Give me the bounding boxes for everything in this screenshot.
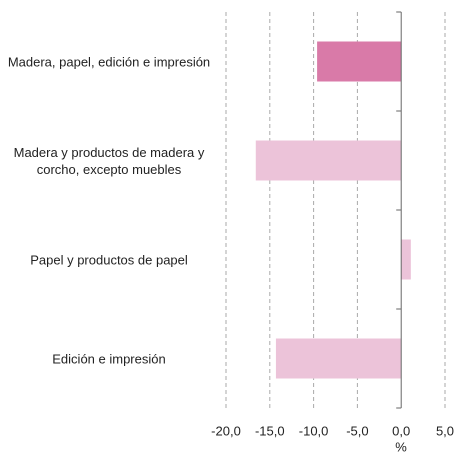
bar [317, 41, 402, 82]
x-axis-label: % [395, 439, 407, 454]
y-tick-label: Madera y productos de madera y corcho, e… [13, 144, 205, 177]
bar [401, 239, 411, 280]
x-tick-label: -10,0 [299, 423, 329, 438]
y-tick-label: Madera, papel, edición e impresión [7, 54, 211, 69]
y-tick-label: Papel y productos de papel [30, 252, 188, 267]
x-tick-label: 5,0 [436, 423, 454, 438]
y-tick-label: Edición e impresión [52, 351, 166, 366]
bar [275, 338, 402, 379]
x-tick-label: -15,0 [255, 423, 285, 438]
x-tick-label: 0,0 [392, 423, 410, 438]
x-tick-label: -5,0 [346, 423, 368, 438]
bar [255, 140, 402, 181]
x-tick-label: -20,0 [211, 423, 241, 438]
